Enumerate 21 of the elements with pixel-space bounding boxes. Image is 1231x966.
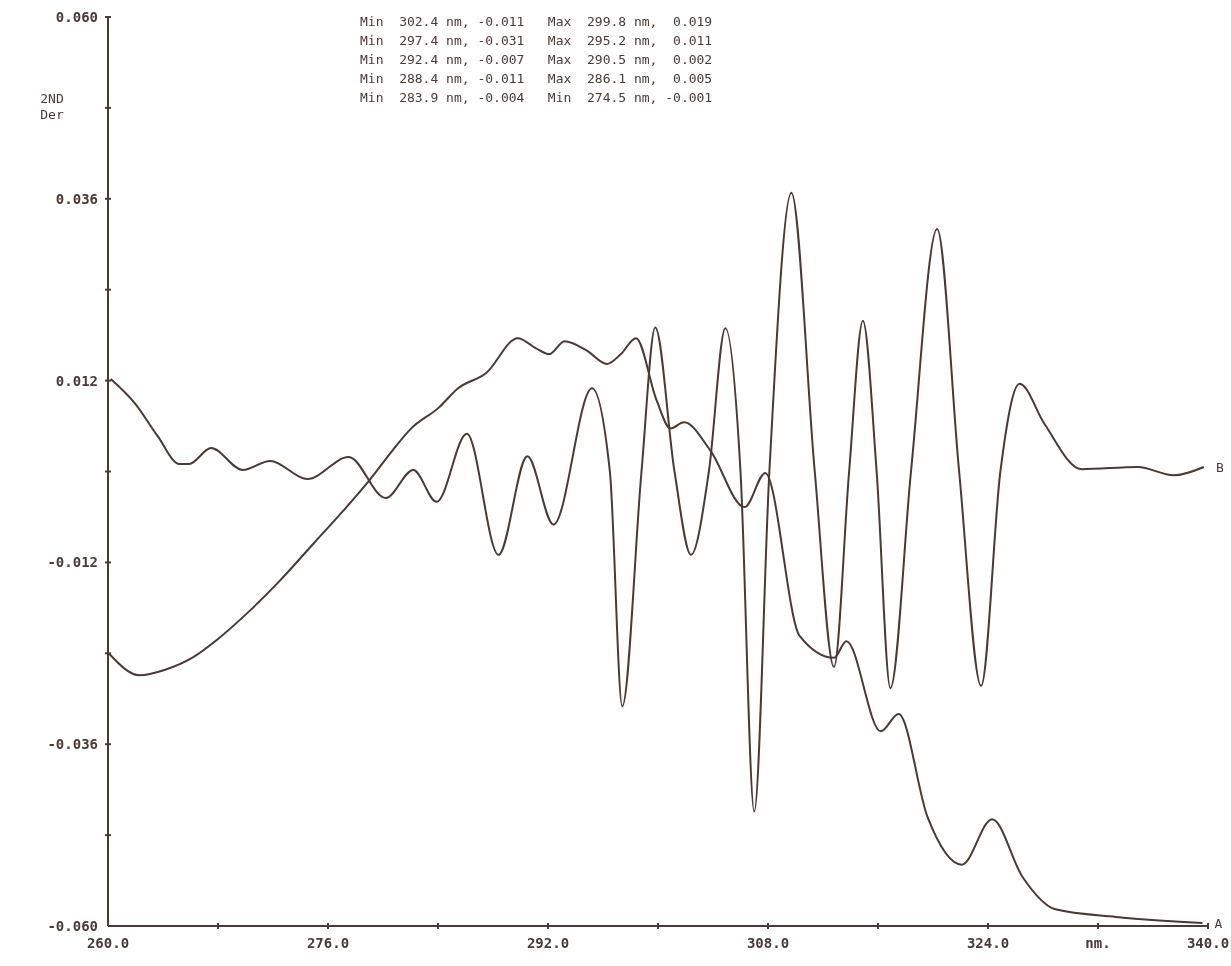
y-tick-label: 0.012: [55, 372, 98, 389]
x-tick-label: 308.0: [746, 935, 790, 951]
y-tick-label: -0.012: [47, 554, 98, 571]
y-tick-label: 0.060: [55, 9, 98, 25]
x-tick-label: 260.0: [86, 935, 130, 951]
annotation: Min 297.4 nm, -0.031 Max 295.2 nm, 0.011: [360, 33, 713, 48]
y-tick-label: -0.036: [47, 736, 98, 753]
annotation: Min 292.4 nm, -0.007 Max 290.5 nm, 0.002: [360, 52, 713, 67]
annotation: Min 288.4 nm, -0.011 Max 286.1 nm, 0.005: [360, 71, 713, 86]
x-tick-label: 340.0: [1186, 935, 1230, 951]
y-axis-title: 2ND Der: [40, 91, 64, 122]
x-tick-label: 276.0: [306, 935, 350, 951]
y-tick-label: -0.060: [47, 918, 98, 934]
x-tick-label: 324.0: [966, 935, 1010, 951]
x-tick-label: 292.0: [526, 935, 570, 951]
annotation: Min 302.4 nm, -0.011 Max 299.8 nm, 0.019: [360, 14, 713, 29]
series-label: B: [1215, 459, 1224, 475]
x-axis-title: nm.: [1085, 935, 1111, 951]
y-tick-label: 0.036: [55, 190, 98, 207]
annotation: Min 283.9 nm, -0.004 Min 274.5 nm, -0.001: [360, 90, 713, 105]
series-label: A: [1214, 915, 1223, 931]
